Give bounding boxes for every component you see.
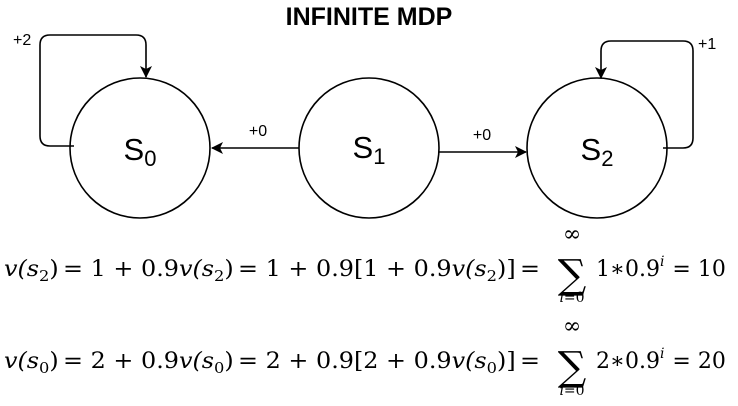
s2-self-reward-label: +1 [698, 36, 716, 53]
equation-v-s0-right: 2∗0.9i = 20 [596, 346, 726, 374]
sum-upper-limit: ∞ [563, 222, 581, 247]
s2-self-loop-arrow [595, 40, 694, 149]
diagram-title: INFINITE MDP [286, 3, 453, 31]
sum-upper-limit: ∞ [563, 314, 581, 339]
s1-to-s0-reward-label: +0 [249, 123, 267, 140]
sum-symbol: ∑ [558, 344, 587, 390]
s0-self-loop-arrow [39, 34, 152, 147]
s0-self-reward-label: +2 [13, 32, 31, 49]
equation-v-s0: v(s 0) = 2 + 0.9 v(s 0) = 2 + 0.9[2 + 0.9 v(… [4, 314, 726, 399]
equation-v-s2-left: v(s 2) = 1 + 0.9 v(s 2) = 1 + 0.9[1 + 0.9 v(… [4, 257, 540, 285]
equation-v-s0-left: v(s 0) = 2 + 0.9 v(s 0) = 2 + 0.9[2 + 0.9 v(… [4, 349, 540, 377]
state-s1-label: S1 [353, 130, 386, 169]
state-s0-node [69, 77, 211, 219]
equation-v-s2-right: 1∗0.9i = 10 [596, 254, 726, 282]
state-s2-label: S2 [581, 132, 614, 171]
s1-to-s2-reward-label: +0 [473, 127, 491, 144]
sum-symbol: ∑ [558, 252, 587, 298]
sum-lower-limit: i=0 [559, 290, 584, 306]
sum-lower-limit: i=0 [559, 383, 584, 399]
state-s0-label: S0 [124, 132, 157, 171]
equation-v-s2: v(s 2) = 1 + 0.9 v(s 2) = 1 + 0.9[1 + 0.9 v(… [4, 222, 726, 306]
